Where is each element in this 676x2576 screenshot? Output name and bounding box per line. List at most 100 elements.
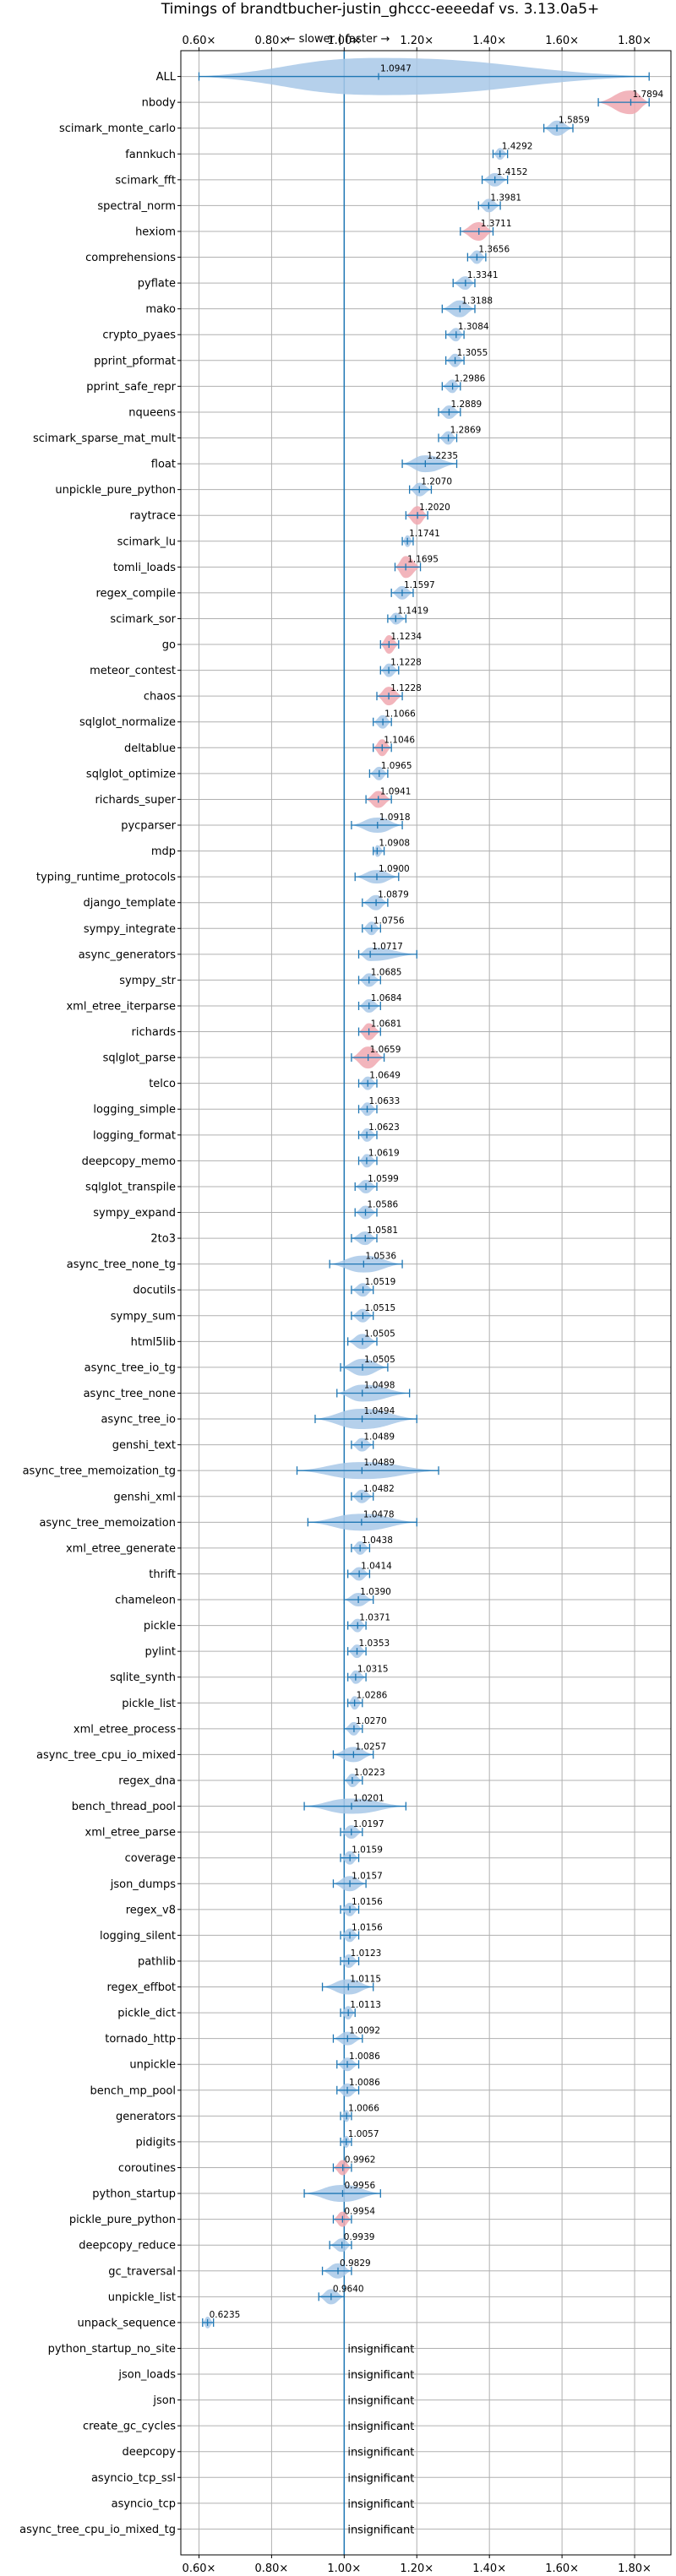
benchmark-name: deepcopy_memo — [82, 1155, 176, 1168]
value-label: 1.0489 — [363, 1458, 395, 1468]
benchmark-name: mdp — [151, 845, 176, 858]
benchmark-name: sqlglot_normalize — [79, 716, 176, 729]
value-label: 1.0113 — [350, 2000, 381, 2010]
value-label: 0.9939 — [344, 2232, 375, 2242]
benchmark-name: asyncio_tcp — [112, 2497, 176, 2510]
value-label: 1.0478 — [363, 1509, 395, 1519]
benchmark-name: docutils — [133, 1285, 176, 1297]
benchmark-name: json — [152, 2394, 176, 2407]
value-label: 1.0390 — [360, 1587, 391, 1597]
benchmark-name: html5lib — [131, 1336, 176, 1349]
benchmark-name: pickle_dict — [117, 2008, 176, 2020]
value-label: 1.2889 — [450, 399, 482, 410]
x-tick-label-top: 0.80× — [254, 35, 288, 47]
value-label: 1.0649 — [369, 1071, 401, 1081]
benchmark-name: 2to3 — [150, 1233, 176, 1246]
value-label: 1.3656 — [478, 245, 510, 255]
benchmark-name: sympy_sum — [111, 1310, 176, 1323]
value-label: 1.0918 — [379, 812, 411, 823]
benchmark-name: genshi_xml — [113, 1491, 176, 1503]
benchmark-name: scimark_sor — [110, 613, 176, 626]
benchmark-name: sqlite_synth — [110, 1671, 176, 1684]
value-label: 0.9954 — [344, 2207, 375, 2217]
label-layer: ALL 1.0947 nbody 1.7894 scimark_monte_carlo 1… — [19, 64, 663, 2537]
benchmark-name: tomli_loads — [113, 562, 176, 574]
benchmark-name: thrift — [149, 1568, 176, 1581]
benchmark-name: sqlglot_transpile — [85, 1181, 176, 1193]
benchmark-name: deepcopy_reduce — [79, 2240, 176, 2253]
benchmark-name: richards_super — [95, 794, 176, 807]
x-tick-label-bottom: 1.60× — [545, 2562, 579, 2575]
value-label: 1.0879 — [378, 890, 409, 900]
value-label: 1.0586 — [368, 1200, 399, 1210]
benchmark-name: coroutines — [118, 2162, 176, 2175]
benchmark-name: async_tree_none_tg — [67, 1258, 176, 1271]
benchmark-name: pycparser — [121, 820, 176, 833]
value-label: 0.9956 — [344, 2181, 375, 2191]
benchmark-name: create_gc_cycles — [83, 2421, 176, 2433]
benchmark-name: regex_effbot — [106, 1981, 176, 1994]
benchmark-name: async_tree_memoization — [39, 1517, 176, 1530]
benchmark-name: nqueens — [128, 406, 176, 419]
value-label: 1.3341 — [467, 270, 499, 280]
value-label: 1.0115 — [350, 1975, 381, 1985]
benchmark-name: go — [162, 639, 176, 652]
benchmark-name: pprint_pformat — [94, 355, 176, 367]
benchmark-name: pprint_safe_repr — [86, 381, 176, 394]
benchmark-name: sympy_integrate — [84, 923, 176, 936]
benchmark-name: xml_etree_generate — [66, 1542, 176, 1555]
value-label: 1.0414 — [361, 1561, 392, 1571]
value-label: 1.4152 — [497, 167, 528, 177]
benchmark-name: asyncio_tcp_ssl — [91, 2472, 176, 2485]
benchmark-name: typing_runtime_protocols — [36, 872, 176, 884]
grid-layer — [181, 51, 671, 2555]
benchmark-name: unpickle — [129, 2059, 176, 2072]
benchmark-name: sympy_str — [119, 975, 176, 987]
value-label: 1.0482 — [363, 1484, 395, 1494]
x-tick-label-top: 1.20× — [400, 35, 433, 47]
value-label: 1.0159 — [352, 1845, 383, 1856]
benchmark-name: raytrace — [129, 510, 176, 523]
insignificant-label: insignificant — [347, 2369, 414, 2382]
value-label: 1.0908 — [379, 839, 410, 849]
x-tick-label-bottom: 1.00× — [327, 2562, 361, 2575]
insignificant-label: insignificant — [347, 2524, 414, 2536]
value-label: 1.0965 — [381, 761, 412, 771]
value-label: 1.2869 — [450, 426, 482, 436]
value-label: 1.5859 — [559, 116, 590, 126]
value-label: 1.2235 — [427, 451, 458, 461]
benchmark-name: regex_v8 — [126, 1904, 176, 1916]
value-label: 1.1695 — [407, 554, 439, 564]
value-label: 0.6235 — [210, 2310, 241, 2320]
value-label: 1.0717 — [372, 942, 403, 952]
benchmark-name: unpack_sequence — [77, 2317, 176, 2329]
chart-title: Timings of brandtbucher-justin_ghccc-eee… — [161, 1, 600, 18]
value-label: 0.9640 — [333, 2284, 364, 2294]
benchmark-name: logging_silent — [100, 1930, 176, 1943]
violin-layer — [198, 51, 650, 2555]
benchmark-name: async_tree_none — [84, 1388, 176, 1400]
benchmark-name: pylint — [144, 1646, 176, 1659]
insignificant-label: insignificant — [347, 2395, 414, 2408]
value-label: 1.0489 — [363, 1432, 395, 1443]
value-label: 1.0681 — [371, 1019, 402, 1030]
value-label: 1.3084 — [458, 322, 489, 332]
value-label: 1.0057 — [348, 2129, 379, 2139]
benchmark-name: fannkuch — [125, 149, 176, 161]
benchmark-name: unpickle_pure_python — [55, 484, 176, 497]
benchmark-name: crypto_pyaes — [102, 329, 176, 342]
benchmark-name: pyflate — [138, 278, 176, 291]
benchmark-name: scimark_sparse_mat_mult — [33, 432, 176, 445]
value-label: 1.0123 — [351, 1948, 382, 1959]
value-label: 1.1228 — [390, 683, 422, 693]
benchmark-name: nbody — [142, 97, 177, 110]
benchmark-name: json_loads — [117, 2369, 176, 2382]
insignificant-label: insignificant — [347, 2421, 414, 2433]
benchmark-name: deepcopy — [122, 2446, 176, 2459]
value-label: 1.0633 — [369, 1096, 401, 1106]
value-label: 1.3055 — [457, 348, 488, 358]
value-label: 1.0900 — [379, 864, 410, 874]
value-label: 1.3711 — [481, 219, 512, 229]
benchmark-name: meteor_contest — [90, 665, 176, 677]
